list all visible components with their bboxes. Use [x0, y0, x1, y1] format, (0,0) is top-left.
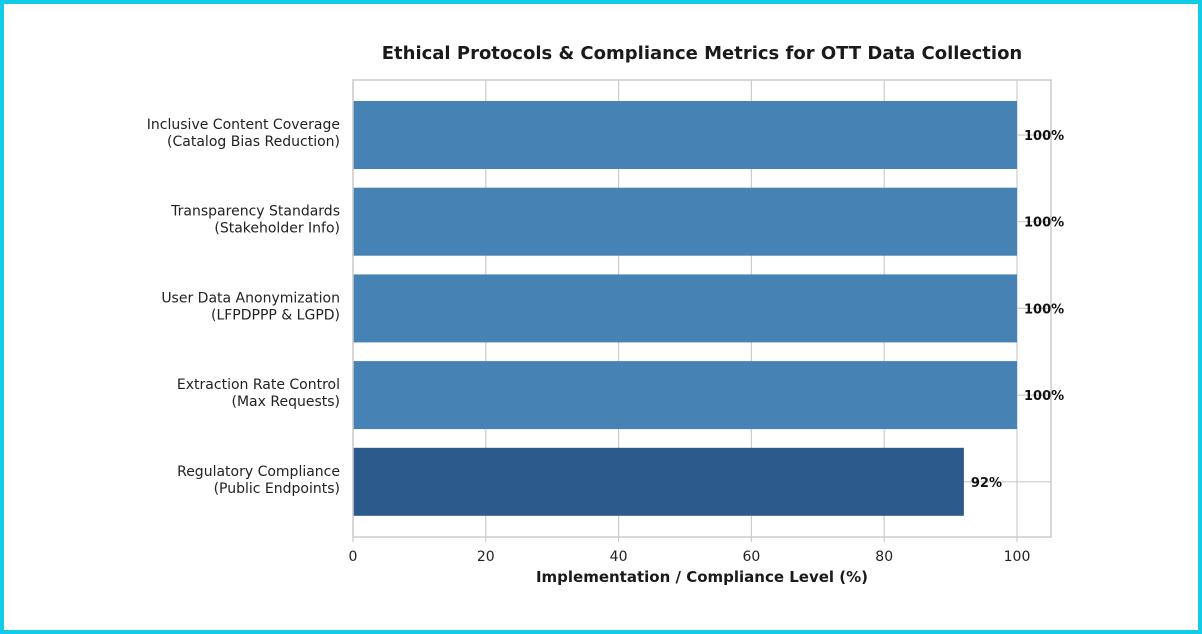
bar: [353, 447, 964, 516]
category-label-line: (LFPDPPP & LGPD): [211, 307, 340, 323]
bars: [353, 101, 1017, 516]
bar-value-label: 100%: [1024, 129, 1064, 144]
bar-value-label: 100%: [1024, 302, 1064, 317]
bar-value-label: 100%: [1024, 216, 1064, 231]
y-axis-categories: Inclusive Content Coverage (Catalog Bias …: [147, 117, 340, 497]
bar: [353, 361, 1017, 430]
category-label-line: (Stakeholder Info): [214, 221, 340, 237]
category-label: Extraction Rate Control (Max Requests): [177, 377, 340, 410]
x-tick-label: 80: [875, 549, 893, 565]
x-axis-label: Implementation / Compliance Level (%): [536, 568, 868, 586]
category-label: Regulatory Compliance (Public Endpoints): [177, 464, 340, 497]
x-tick-label: 0: [349, 549, 358, 565]
category-label: User Data Anonymization (LFPDPPP & LGPD): [161, 290, 340, 323]
bar-value-label: 100%: [1024, 389, 1064, 404]
category-label-line: Transparency Standards: [170, 204, 340, 220]
category-label-line: (Public Endpoints): [214, 481, 340, 497]
x-axis-ticks: 0 20 40 60 80 100: [349, 537, 1031, 565]
x-tick-label: 20: [477, 549, 495, 565]
category-label-line: Regulatory Compliance: [177, 464, 340, 480]
category-label-line: Inclusive Content Coverage: [147, 117, 340, 133]
x-tick-label: 100: [1004, 549, 1031, 565]
plot-area-border: [352, 79, 1052, 538]
data-labels: 100% 100% 100% 100% 92%: [971, 129, 1064, 491]
bar: [353, 187, 1017, 256]
category-label-line: Extraction Rate Control: [177, 377, 340, 393]
category-label-line: (Max Requests): [232, 394, 340, 410]
bar-value-label: 92%: [971, 476, 1002, 491]
category-label-line: User Data Anonymization: [161, 290, 340, 306]
category-label: Inclusive Content Coverage (Catalog Bias …: [147, 117, 340, 150]
bar: [353, 101, 1017, 169]
x-tick-label: 60: [742, 549, 760, 565]
chart-title: Ethical Protocols & Compliance Metrics f…: [382, 43, 1023, 64]
category-label: Transparency Standards (Stakeholder Info): [170, 204, 340, 237]
x-tick-label: 40: [610, 549, 628, 565]
category-label-line: (Catalog Bias Reduction): [167, 134, 340, 150]
bar: [353, 274, 1017, 343]
